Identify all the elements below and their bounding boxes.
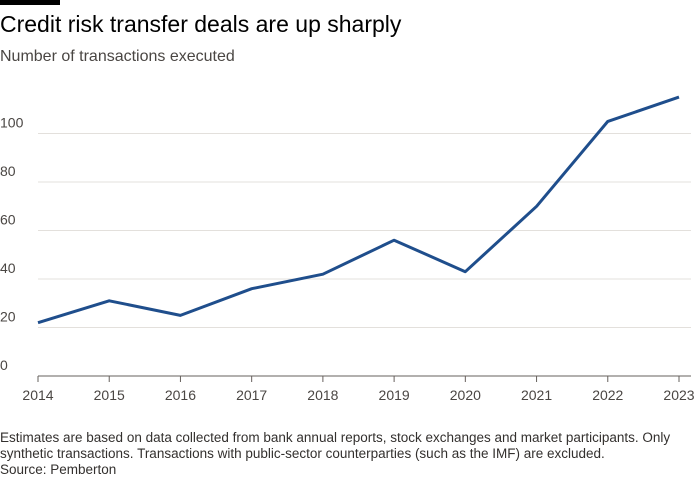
footnote-line-2: synthetic transactions. Transactions wit…	[0, 446, 605, 461]
y-tick-label-0: 0	[0, 357, 8, 373]
y-tick-label-20: 20	[0, 309, 16, 325]
x-tick-label-2016: 2016	[165, 387, 196, 403]
footnote-line-1: Estimates are based on data collected fr…	[0, 430, 671, 445]
x-tick-label-2019: 2019	[379, 387, 410, 403]
x-tick-label-2023: 2023	[663, 387, 694, 403]
x-tick-label-2022: 2022	[592, 387, 623, 403]
x-tick-label-2020: 2020	[450, 387, 481, 403]
source-note: Source: Pemberton	[0, 462, 117, 477]
x-tick-label-2017: 2017	[236, 387, 267, 403]
line-chart: 0 20 40 60 80 100 2014 2015 2016 2017 2018 2019 2020…	[0, 95, 695, 403]
accent-bar	[0, 0, 60, 5]
x-tick-label-2018: 2018	[307, 387, 338, 403]
chart-title: Credit risk transfer deals are up sharpl…	[0, 11, 402, 37]
y-tick-label-80: 80	[0, 163, 16, 179]
y-tick-label-40: 40	[0, 260, 16, 276]
x-tick-label-2015: 2015	[94, 387, 125, 403]
footnote: Estimates are based on data collected fr…	[0, 430, 696, 478]
y-tick-label-100: 100	[0, 115, 24, 131]
x-tick-label-2014: 2014	[22, 387, 53, 403]
series-line-0	[37, 95, 680, 325]
x-tick-label-2021: 2021	[521, 387, 552, 403]
y-tick-label-60: 60	[0, 212, 16, 228]
chart-subtitle: Number of transactions executed	[0, 48, 235, 65]
